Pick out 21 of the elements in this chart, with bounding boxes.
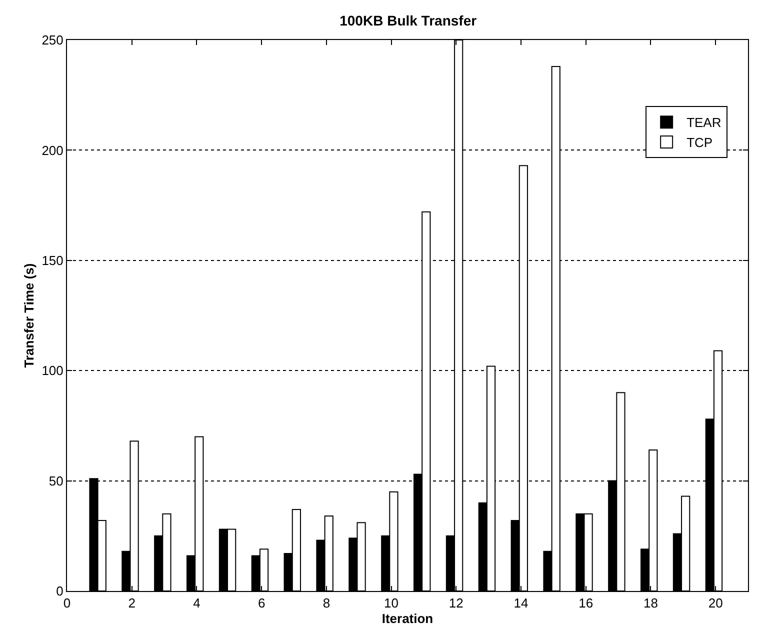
legend-label: TEAR (686, 115, 722, 130)
y-tick-label: 150 (42, 252, 64, 268)
x-tick-label: 12 (448, 596, 464, 611)
x-tick-label: 18 (643, 596, 658, 611)
x-tick-label: 2 (128, 596, 136, 611)
y-tick-label: 200 (42, 142, 64, 158)
y-axis-title: Transfer Time (s) (22, 263, 37, 368)
x-tick-label: 14 (514, 596, 528, 611)
y-tick-label: 250 (42, 32, 64, 48)
chart-title: 100KB Bulk Transfer (340, 12, 478, 29)
y-tick-label: 0 (56, 584, 64, 599)
legend-label: TCP (686, 135, 713, 150)
x-tick-label: 6 (258, 596, 266, 611)
x-tick-label: 8 (322, 596, 330, 611)
y-tick-label: 100 (42, 363, 64, 378)
x-tick-label: 16 (578, 596, 594, 611)
x-axis-title: Iteration (382, 611, 434, 626)
y-tick-label: 50 (48, 473, 64, 488)
x-tick-label: 20 (708, 596, 723, 611)
x-tick-label: 10 (384, 596, 399, 611)
x-tick-label: 4 (193, 596, 200, 611)
